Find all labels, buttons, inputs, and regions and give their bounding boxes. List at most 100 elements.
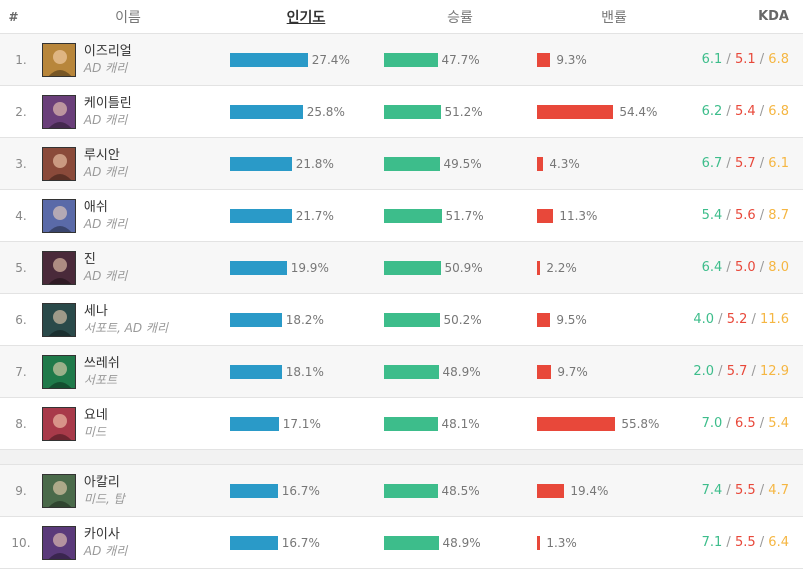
ban-rate-bar [537,483,565,498]
win-rate-bar [383,364,439,379]
ban-rate-bar [537,416,616,431]
kda-assists: 6.1 [768,156,789,171]
ban-rate-value: 2.2% [546,260,577,275]
champion-name[interactable]: 요네 [83,407,108,423]
table-row[interactable]: 1. 이즈리얼 AD 캐리 27.4% 47.7% 9.3% 6.1 / 5.1 / 6.8 [0,34,803,86]
kda-assists: 6.4 [768,535,789,550]
champion-name[interactable]: 아칼리 [83,474,120,490]
table-row[interactable]: 6. 세나 서포트, AD 캐리 18.2% 50.2% 9.5% 4.0 / 5.2 / … [0,294,803,346]
win-rate-value: 50.9% [444,260,483,275]
kda-separator: / [722,483,735,498]
kda-assists: 8.7 [768,208,789,223]
popularity-cell: 16.7% [229,535,384,550]
champion-portrait-icon[interactable] [41,406,76,441]
win-rate-bar [383,483,438,498]
kda-separator: / [722,208,735,223]
ban-rate-cell: 11.3% [537,208,691,223]
table-row[interactable]: 3. 루시안 AD 캐리 21.8% 49.5% 4.3% 6.7 / 5.7 / 6.1 [0,138,803,190]
champion-role: AD 캐리 [83,216,128,231]
champion-name[interactable]: 카이사 [83,526,120,542]
popularity-cell: 19.9% [229,260,384,275]
table-header: # 이름 인기도 승률 밴률 KDA [0,0,803,34]
table-row[interactable]: 8. 요네 미드 17.1% 48.1% 55.8% 7.0 / 6.5 / 5.4 [0,398,803,450]
table-row[interactable]: 2. 케이틀린 AD 캐리 25.8% 51.2% 54.4% 6.2 / 5.4 / 6.… [0,86,803,138]
popularity-value: 19.9% [290,260,329,275]
win-rate-bar [383,260,441,275]
champion-name[interactable]: 세나 [83,303,108,319]
popularity-cell: 17.1% [229,416,384,431]
champion-role: 서포트 [83,372,118,387]
win-rate-cell: 47.7% [383,52,538,67]
champion-portrait-icon[interactable] [41,250,76,285]
popularity-bar [229,535,278,550]
ban-rate-value: 9.5% [556,312,587,327]
table-row[interactable]: 9. 아칼리 미드, 탑 16.7% 48.5% 19.4% 7.4 / 5.5 / 4.7 [0,465,803,517]
champion-portrait-icon[interactable] [41,94,76,129]
kda-separator: / [714,364,727,379]
kda-cell: 5.4 / 5.6 / 8.7 [691,208,803,223]
champion-portrait-icon[interactable] [41,525,76,560]
table-row[interactable]: 7. 쓰레쉬 서포트 18.1% 48.9% 9.7% 2.0 / 5.7 / 12.9 [0,346,803,398]
champion-name[interactable]: 이즈리얼 [83,43,132,59]
champion-name[interactable]: 애쉬 [83,199,108,215]
champion-info: 세나 서포트, AD 캐리 [84,303,230,337]
champion-role: 미드 [83,424,106,439]
kda-cell: 6.7 / 5.7 / 6.1 [691,156,803,171]
kda-separator: / [755,52,769,67]
win-rate-bar [383,104,441,119]
win-rate-cell: 48.9% [383,535,538,550]
kda-separator: / [722,535,735,550]
header-win-rate[interactable]: 승률 [447,9,473,26]
ban-rate-bar [537,208,554,223]
champion-portrait-icon[interactable] [41,42,76,77]
kda-separator: / [722,156,735,171]
popularity-value: 18.2% [285,312,324,327]
popularity-cell: 18.2% [229,312,384,327]
ban-rate-cell: 2.2% [537,260,691,275]
ban-rate-cell: 19.4% [537,483,691,498]
kda-deaths: 5.7 [726,364,748,379]
kda-kills: 6.2 [701,104,723,119]
kda-separator: / [722,260,735,275]
popularity-value: 18.1% [285,364,324,379]
kda-cell: 7.1 / 5.5 / 6.4 [691,535,803,550]
table-row[interactable]: 4. 애쉬 AD 캐리 21.7% 51.7% 11.3% 5.4 / 5.6 / 8.7 [0,190,803,242]
champion-role: AD 캐리 [83,543,128,558]
rank-number: 10. [11,535,31,550]
ban-rate-value: 9.7% [557,364,588,379]
win-rate-value: 50.2% [443,312,482,327]
kda-separator: / [747,364,761,379]
champion-portrait-icon[interactable] [41,354,76,389]
kda-kills: 6.4 [701,260,723,275]
popularity-value: 16.7% [281,483,320,498]
popularity-bar [229,312,282,327]
kda-kills: 4.0 [693,312,715,327]
popularity-bar [229,104,303,119]
champion-portrait-icon[interactable] [41,146,76,181]
ban-rate-bar [537,535,541,550]
win-rate-value: 48.1% [441,416,480,431]
champion-portrait-icon[interactable] [41,198,76,233]
champion-name[interactable]: 케이틀린 [83,95,132,111]
header-name[interactable]: 이름 [115,9,141,26]
win-rate-cell: 51.2% [383,104,538,119]
header-rank: # [8,9,19,24]
rank-number: 6. [15,312,27,327]
champion-name[interactable]: 진 [83,251,96,267]
champion-role: AD 캐리 [83,164,128,179]
champion-info: 루시안 AD 캐리 [84,147,230,181]
header-kda[interactable]: KDA [758,9,789,24]
champion-portrait-icon[interactable] [41,473,76,508]
header-ban-rate[interactable]: 밴률 [601,9,627,26]
kda-separator: / [722,104,735,119]
kda-cell: 7.4 / 5.5 / 4.7 [691,483,803,498]
champion-portrait-icon[interactable] [41,302,76,337]
ban-rate-cell: 9.5% [537,312,691,327]
header-popularity[interactable]: 인기도 [286,9,326,26]
champion-name[interactable]: 루시안 [83,147,120,163]
champion-name[interactable]: 쓰레쉬 [83,355,120,371]
table-row[interactable]: 5. 진 AD 캐리 19.9% 50.9% 2.2% 6.4 / 5.0 / 8.0 [0,242,803,294]
kda-separator: / [714,312,727,327]
popularity-cell: 21.7% [229,208,384,223]
table-row[interactable]: 10. 카이사 AD 캐리 16.7% 48.9% 1.3% 7.1 / 5.5 / 6.4 [0,517,803,569]
